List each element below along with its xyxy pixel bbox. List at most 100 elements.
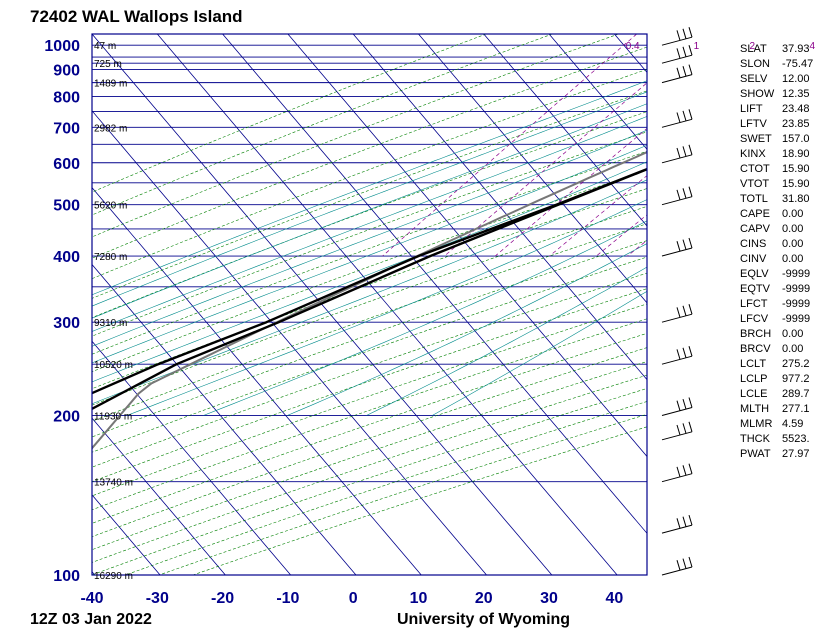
- height-label: 9310 m: [94, 318, 127, 329]
- mixing-ratio-line: [709, 34, 836, 256]
- wind-barb: [661, 514, 693, 534]
- dry-adiabat: [92, 34, 553, 216]
- height-label: 13740 m: [94, 478, 133, 489]
- mixing-ratio-line: [494, 128, 647, 257]
- chart-title: 72402 WAL Wallops Island: [30, 7, 243, 26]
- dry-adiabat: [92, 69, 647, 280]
- index-value: 277.1: [782, 403, 810, 415]
- index-value: 0.00: [782, 208, 803, 220]
- isotherm: [92, 263, 357, 575]
- pressure-label: 600: [53, 156, 80, 173]
- moist-adiabat: [92, 116, 647, 332]
- wind-barb: [661, 45, 693, 64]
- pressure-label: 200: [53, 409, 80, 426]
- index-value: 23.85: [782, 118, 810, 130]
- moist-adiabat: [92, 129, 647, 347]
- index-key: CINV: [740, 253, 767, 265]
- dry-adiabat: [92, 388, 647, 575]
- index-value: 0.00: [782, 238, 803, 250]
- dry-adiabat: [92, 272, 647, 468]
- wind-barb: [661, 64, 693, 84]
- index-value: 31.80: [782, 193, 810, 205]
- index-value: 12.35: [782, 88, 810, 100]
- index-value: 5523.: [782, 433, 810, 445]
- wind-barb: [661, 109, 693, 128]
- index-key: LCLE: [740, 388, 768, 400]
- isotherm: [287, 34, 647, 458]
- height-label: 16290 m: [94, 571, 133, 582]
- sounding-profiles: [92, 151, 647, 450]
- mixing-ratio-line: [549, 175, 647, 257]
- index-value: 27.97: [782, 448, 810, 460]
- index-key: LIFT: [740, 103, 763, 115]
- moist-adiabat: [92, 80, 647, 296]
- temperature-profile: [92, 167, 647, 411]
- index-value: 0.00: [782, 253, 803, 265]
- index-key: SWET: [740, 133, 772, 145]
- index-value: 275.2: [782, 358, 810, 370]
- isotherm: [92, 187, 422, 575]
- dry-adiabat: [125, 401, 647, 575]
- temperature-label: -40: [80, 590, 103, 607]
- height-label: 7280 m: [94, 252, 127, 263]
- dry-adiabat: [92, 34, 619, 238]
- height-label: 11930 m: [94, 412, 132, 423]
- isotherm: [92, 340, 291, 575]
- index-key: MLTH: [740, 403, 769, 415]
- index-key: SHOW: [740, 88, 775, 100]
- pressure-label: 500: [53, 198, 80, 215]
- plot-frame: [91, 33, 648, 576]
- observation-time: 12Z 03 Jan 2022: [30, 611, 152, 628]
- temperature-label: 10: [410, 590, 428, 607]
- index-value: -75.47: [782, 58, 813, 70]
- isotherm: [548, 34, 647, 150]
- isotherm: [92, 110, 487, 575]
- pressure-label: 900: [53, 62, 80, 79]
- index-key: CAPE: [740, 208, 770, 220]
- dry-adiabat: [92, 288, 647, 483]
- moist-adiabat: [92, 179, 647, 405]
- height-label: 5620 m: [94, 201, 127, 212]
- dry-adiabat: [92, 34, 487, 193]
- index-value: 4.59: [782, 418, 803, 430]
- dry-adiabat: [92, 374, 647, 563]
- axis-labels: 0.412471016243240g/kg1002003004005006007…: [44, 38, 815, 607]
- index-key: LCLP: [740, 373, 768, 385]
- thermo-grid: [92, 34, 836, 575]
- height-label: 725 m: [94, 59, 122, 70]
- index-key: KINX: [740, 148, 766, 160]
- height-label: 1489 m: [94, 79, 127, 90]
- dewpoint-profile: [92, 167, 647, 395]
- isotherm: [483, 34, 647, 227]
- pressure-label: 1000: [44, 38, 80, 55]
- isotherm: [92, 571, 96, 575]
- stability-indices: SLAT 37.93 SLON -75.47 SELV 12.00 SHOW 12.35 LIF…: [740, 43, 813, 460]
- index-key: THCK: [740, 433, 771, 445]
- pressure-label: 700: [53, 120, 80, 137]
- index-value: 15.90: [782, 178, 810, 190]
- index-value: -9999: [782, 268, 810, 280]
- index-key: LFCT: [740, 298, 768, 310]
- index-key: CAPV: [740, 223, 771, 235]
- temperature-label: 40: [605, 590, 623, 607]
- wind-barb: [661, 144, 693, 164]
- index-key: BRCH: [740, 328, 771, 340]
- index-value: 18.90: [782, 148, 810, 160]
- mixing-ratio-label: 2: [749, 41, 755, 52]
- pressure-label: 300: [53, 315, 80, 332]
- mixing-ratio-label: 4: [809, 41, 815, 52]
- index-key: MLMR: [740, 418, 772, 430]
- isotherm: [92, 494, 161, 575]
- mixing-ratio-label: 0.4: [626, 41, 640, 52]
- wind-barb: [661, 346, 693, 365]
- index-value: 23.48: [782, 103, 810, 115]
- temperature-label: -10: [276, 590, 299, 607]
- index-key: LFTV: [740, 118, 768, 130]
- wind-barbs: [661, 27, 693, 576]
- index-key: EQLV: [740, 268, 769, 280]
- dry-adiabat: [92, 347, 647, 538]
- index-value: 977.2: [782, 373, 810, 385]
- moist-adiabat: [287, 243, 647, 416]
- index-key: VTOT: [740, 178, 769, 190]
- dry-adiabat: [92, 223, 647, 422]
